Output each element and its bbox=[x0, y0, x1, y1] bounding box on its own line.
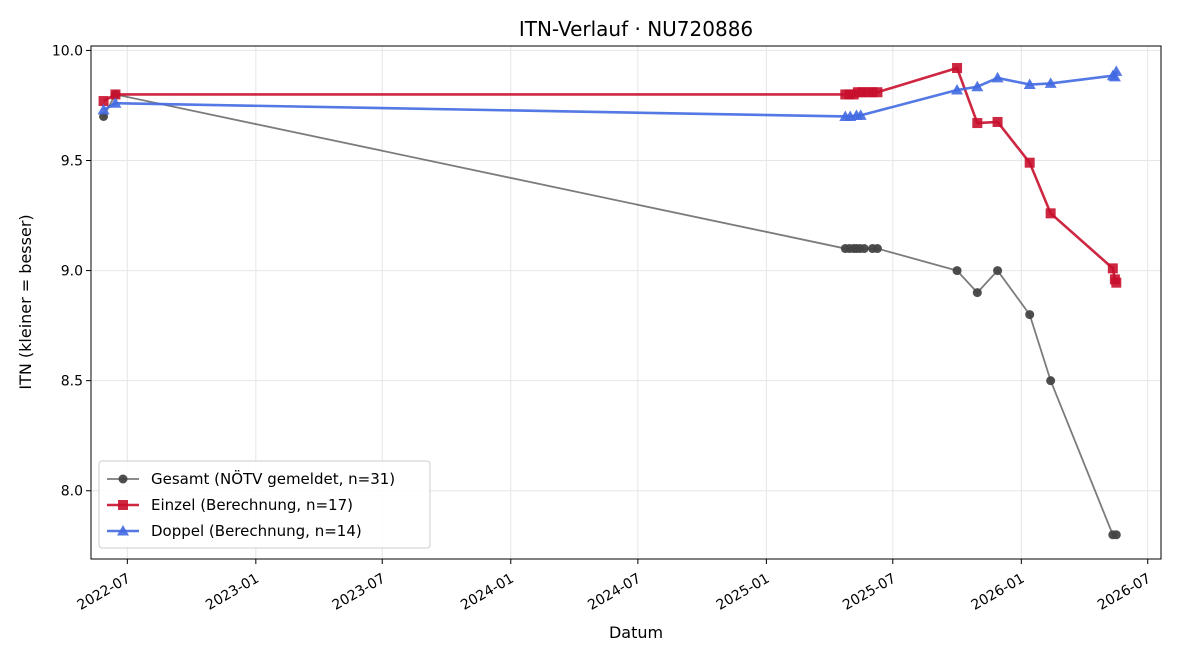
data-point bbox=[1110, 65, 1123, 76]
data-point bbox=[1108, 70, 1121, 82]
legend: Gesamt (NÖTV gemeldet, n=31) Einzel (Bere… bbox=[98, 460, 431, 549]
legend-entry-label: Gesamt (NÖTV gemeldet, n=31) bbox=[151, 469, 395, 488]
data-point bbox=[872, 87, 883, 98]
data-point bbox=[971, 80, 984, 92]
data-point bbox=[1024, 157, 1035, 168]
data-point bbox=[952, 266, 962, 276]
x-tick-label: 2026-01 bbox=[969, 571, 1028, 614]
grid-lines bbox=[91, 46, 1161, 559]
series-0 bbox=[99, 89, 1121, 540]
x-tick-label: 2026-07 bbox=[1095, 571, 1154, 614]
data-point bbox=[1025, 310, 1035, 320]
legend-box bbox=[98, 460, 431, 549]
data-point bbox=[109, 97, 122, 108]
x-axis-label: Datum bbox=[609, 623, 663, 642]
data-point bbox=[993, 266, 1003, 276]
legend-swatch-marker bbox=[118, 500, 128, 510]
y-tick-label: 9.0 bbox=[61, 264, 83, 280]
legend-swatch-marker bbox=[117, 525, 129, 536]
legend-entry-label: Einzel (Berechnung, n=17) bbox=[151, 496, 353, 514]
data-point bbox=[1111, 277, 1122, 288]
series-2 bbox=[97, 65, 1123, 121]
y-tick-label: 9.5 bbox=[61, 153, 83, 169]
chart-title: ITN-Verlauf · NU720886 bbox=[519, 17, 753, 41]
data-point bbox=[951, 84, 964, 95]
data-point bbox=[110, 89, 121, 100]
x-tick-label: 2023-01 bbox=[203, 571, 262, 614]
data-point bbox=[872, 244, 882, 254]
data-point bbox=[992, 116, 1003, 127]
data-point bbox=[1044, 77, 1057, 88]
data-point bbox=[854, 109, 867, 120]
data-point bbox=[859, 244, 869, 254]
y-tick-label: 10.0 bbox=[52, 43, 83, 59]
data-point bbox=[98, 96, 109, 107]
y-axis-label: ITN (kleiner = besser) bbox=[16, 214, 35, 389]
x-tick-label: 2025-07 bbox=[840, 571, 899, 614]
x-tick-label: 2024-01 bbox=[458, 571, 517, 614]
data-point bbox=[1111, 530, 1121, 540]
series-1 bbox=[98, 63, 1122, 288]
data-point bbox=[972, 118, 983, 129]
data-point bbox=[952, 63, 963, 74]
data-point bbox=[1045, 208, 1056, 219]
data-point bbox=[857, 87, 868, 98]
data-point bbox=[1046, 376, 1056, 386]
plot-frame bbox=[90, 45, 1162, 560]
data-point bbox=[97, 103, 110, 115]
y-tick-label: 8.5 bbox=[61, 374, 83, 390]
data-series bbox=[97, 63, 1123, 540]
x-tick-label: 2023-07 bbox=[330, 571, 389, 614]
legend-swatch-marker bbox=[118, 474, 128, 484]
y-tick-label: 8.0 bbox=[61, 484, 83, 500]
data-point bbox=[1107, 263, 1118, 274]
data-point bbox=[991, 71, 1004, 83]
x-tick-label: 2025-01 bbox=[714, 571, 773, 614]
data-point bbox=[1023, 78, 1036, 90]
x-tick-label: 2024-07 bbox=[585, 571, 644, 614]
legend-entry-label: Doppel (Berechnung, n=14) bbox=[151, 522, 362, 540]
x-tick-label: 2022-07 bbox=[75, 571, 134, 614]
data-point bbox=[972, 288, 982, 298]
